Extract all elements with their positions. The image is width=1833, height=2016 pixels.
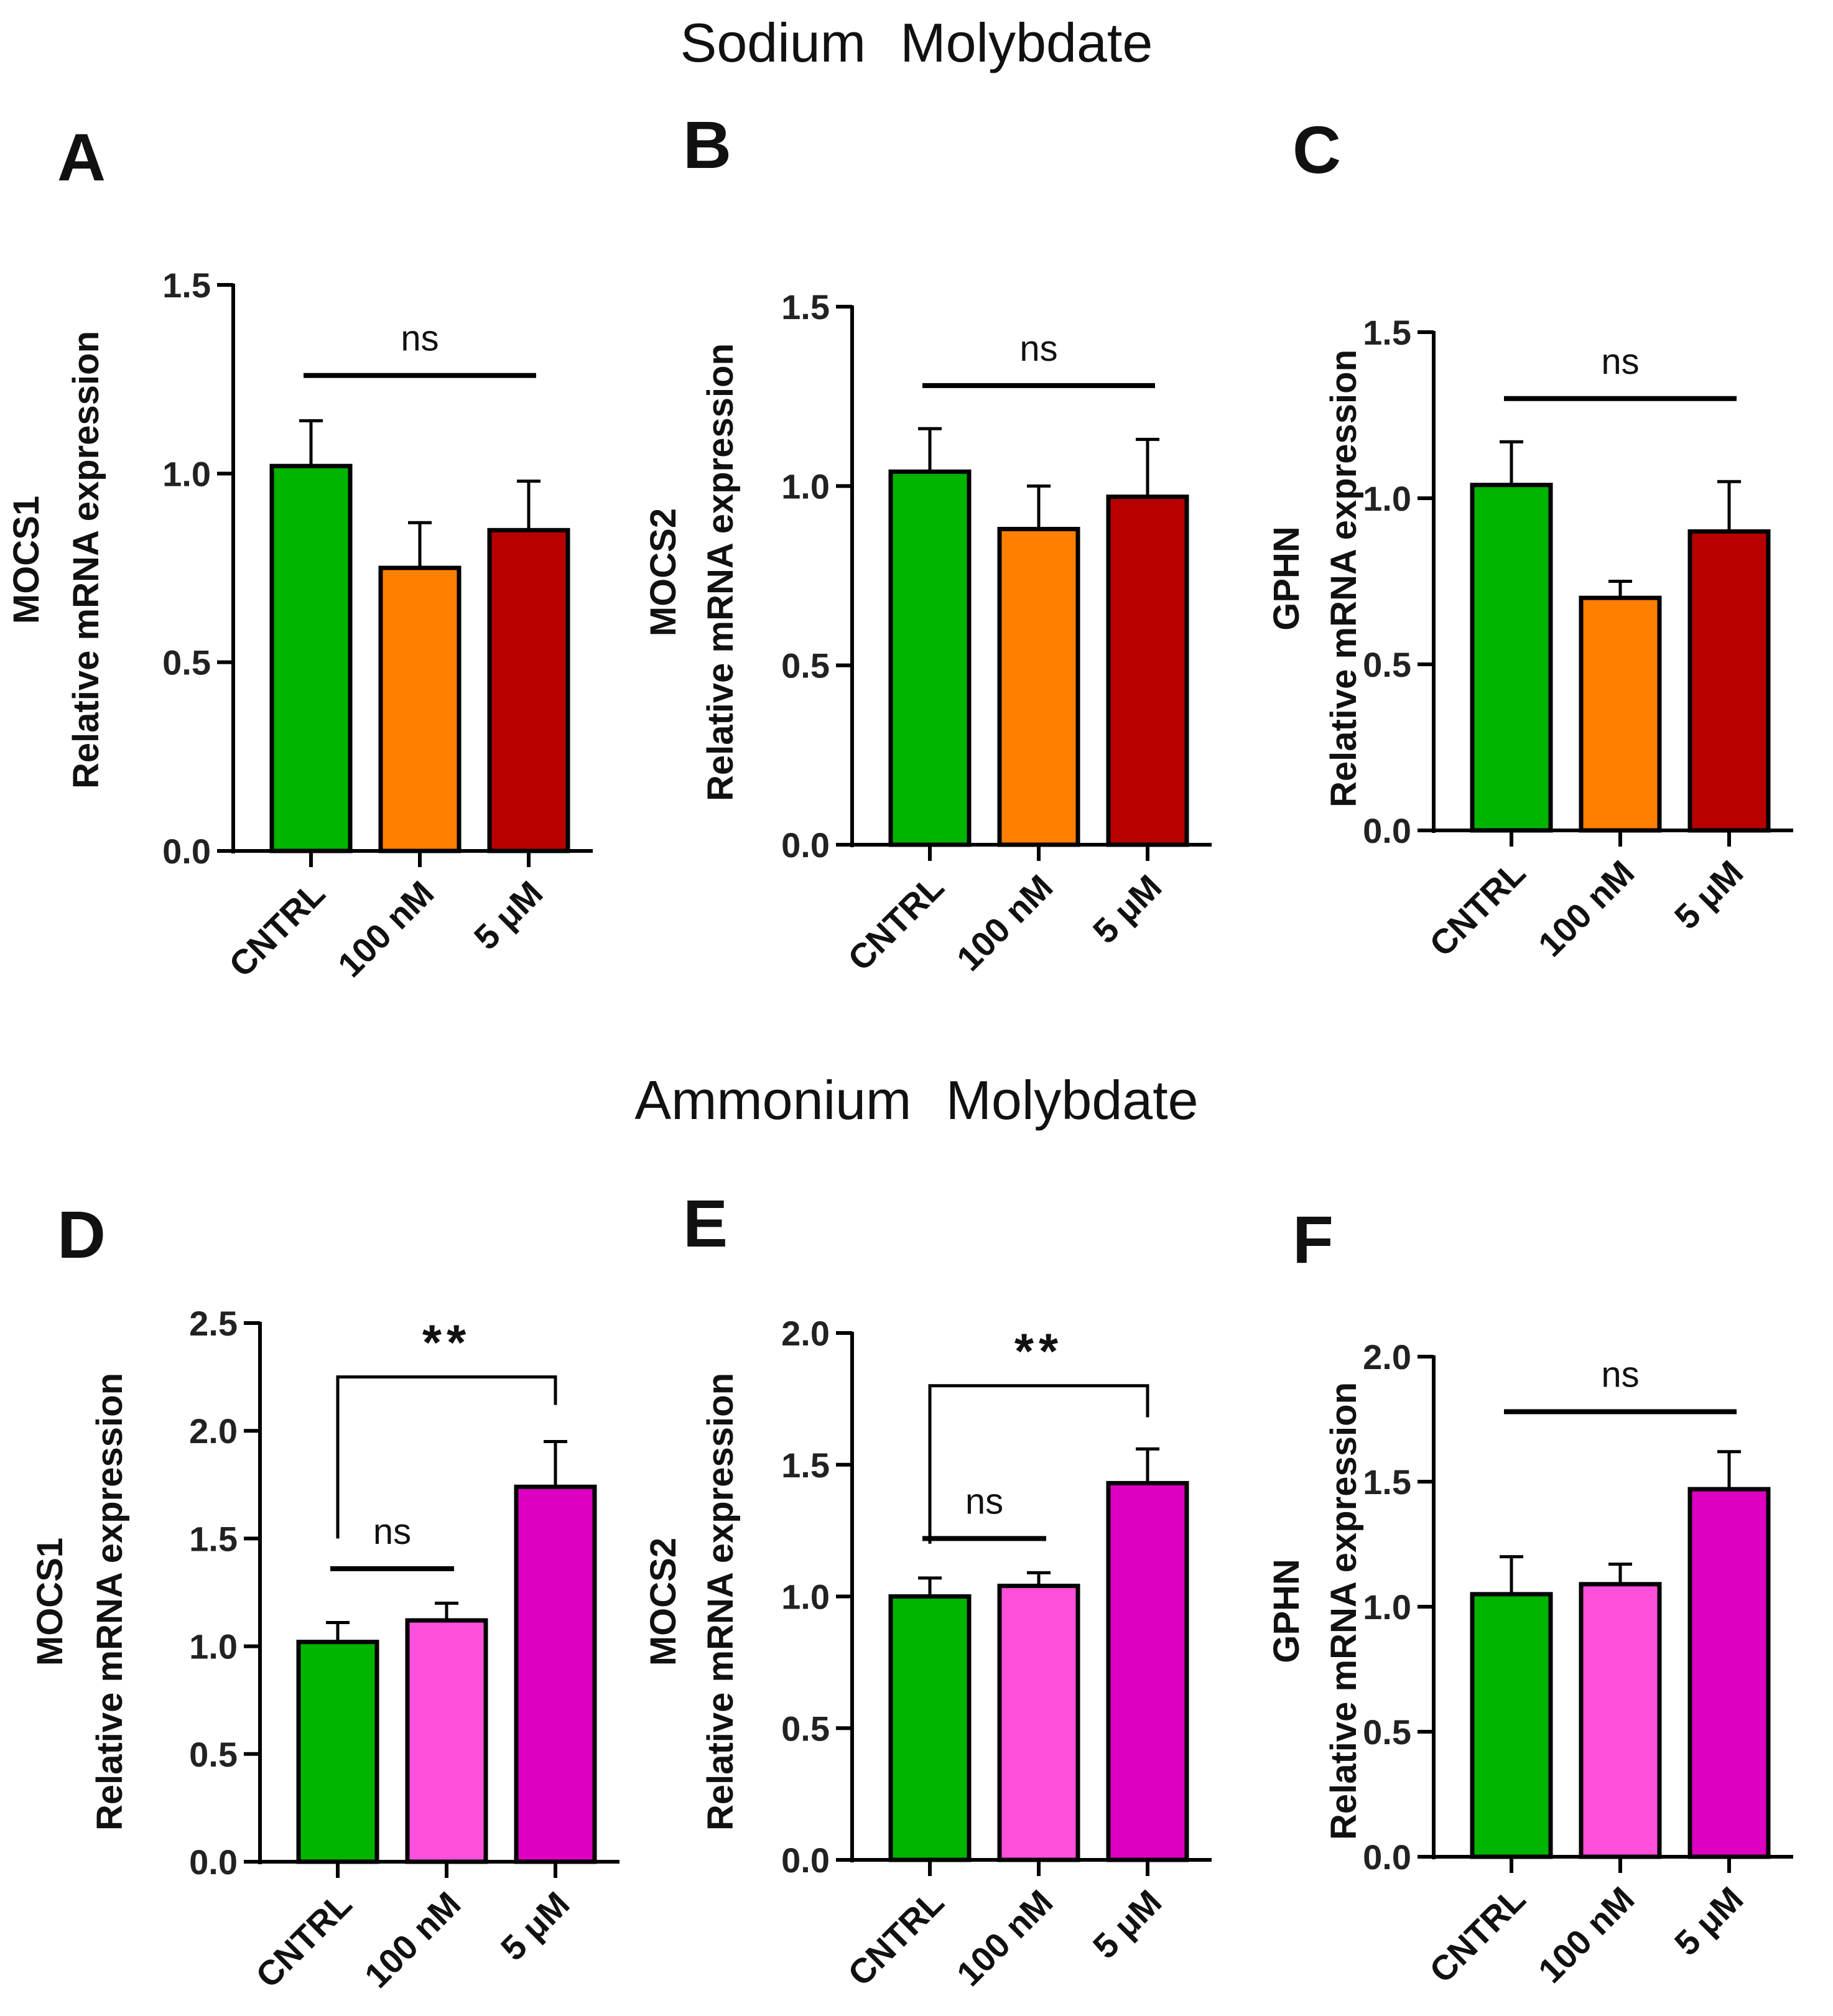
panel-letter-b: B: [683, 107, 731, 182]
panel-d-ytick-label: 1.0: [189, 1627, 238, 1666]
panel-e-xtick-label: 100 nM: [949, 1882, 1060, 1994]
panel-b-ylabel: Relative mRNA expression: [700, 343, 741, 801]
panel-a-xtick-label: 100 nM: [330, 873, 442, 985]
panel-b-gene-label: MOCS2: [643, 508, 684, 636]
panel-d-gene-label: MOCS1: [30, 1538, 70, 1666]
panel-a-xtick-label: CNTRL: [221, 873, 333, 985]
panel-a-ytick-label: 0.5: [162, 643, 211, 682]
panel-c-ytick-label: 0.5: [1363, 645, 1411, 684]
panel-c-ytick-label: 1.5: [1363, 313, 1411, 352]
panel-d-bar-0: [296, 1640, 379, 1864]
panel-b-xtick-label: 5 μM: [1085, 867, 1169, 951]
section-title-sodium: Sodium Molybdate: [680, 12, 1153, 73]
panel-letter-c: C: [1292, 112, 1341, 187]
panel-d-ylabel: Relative mRNA expression: [90, 1373, 130, 1831]
panel-e-ytick-label: 0.0: [781, 1841, 830, 1880]
panel-f-ytick-label: 2.0: [1363, 1337, 1411, 1377]
panel-e-bar-0: [888, 1594, 972, 1862]
panel-b-ytick-label: 1.0: [781, 467, 830, 506]
panel-d-xtick-label: CNTRL: [248, 1884, 360, 1995]
panel-d-ytick-label: 1.5: [189, 1519, 238, 1558]
panel-c-ytick-label: 1.0: [1363, 479, 1411, 518]
panel-d-xtick-label: 100 nM: [357, 1884, 468, 1995]
panel-c-ytick-label: 0.0: [1363, 811, 1411, 850]
panel-d-ytick-label: 0.0: [189, 1842, 238, 1882]
panel-e-ylabel: Relative mRNA expression: [700, 1373, 741, 1831]
panel-e-sig-label: ns: [965, 1481, 1003, 1521]
panel-f-bar-2: [1687, 1487, 1771, 1859]
panel-c-bar-1: [1579, 595, 1662, 833]
panel-letter-e: E: [683, 1186, 728, 1261]
panel-d-sig-label: **: [422, 1315, 471, 1370]
panel-b-ytick-label: 1.5: [781, 287, 830, 327]
panel-e-ytick-label: 1.0: [781, 1577, 830, 1617]
panel-d-bar-1: [405, 1618, 488, 1864]
panel-f-bar-1: [1579, 1582, 1662, 1859]
panel-d-ytick-label: 2.5: [189, 1304, 238, 1343]
panel-letter-d: D: [57, 1197, 106, 1272]
panel-c-sig-label: ns: [1601, 341, 1639, 382]
panel-c-xtick-label: 100 nM: [1531, 853, 1642, 964]
panel-f-bar-0: [1470, 1592, 1553, 1859]
panel-a-bar-2: [487, 527, 570, 853]
panel-a-bar-1: [378, 565, 462, 853]
panel-f-ytick-label: 1.0: [1363, 1587, 1411, 1627]
panel-a-ytick-label: 1.0: [162, 454, 211, 493]
panel-f-ytick-label: 1.5: [1363, 1462, 1411, 1502]
panel-c-gene-label: GPHN: [1266, 526, 1307, 631]
panel-e-sig-bracket: [928, 1384, 1149, 1544]
panel-b-ytick-label: 0.0: [781, 825, 830, 865]
panel-b-ytick-label: 0.5: [781, 646, 830, 685]
panel-f-sig-label: ns: [1601, 1354, 1639, 1395]
panel-a-gene-label: MOCS1: [6, 496, 47, 624]
panel-b-xtick-label: CNTRL: [840, 867, 952, 978]
panel-c-bar-2: [1687, 529, 1771, 833]
panel-b-bar-0: [888, 469, 972, 847]
panel-b-bar-1: [997, 527, 1080, 847]
panel-d-ytick-label: 2.0: [189, 1411, 238, 1451]
panel-f-gene-label: GPHN: [1266, 1559, 1307, 1663]
panel-a-ytick-label: 0.0: [162, 832, 211, 871]
panel-a-ylabel: Relative mRNA expression: [66, 331, 106, 789]
panel-d-sig-bracket: [336, 1375, 557, 1539]
panel-f-ylabel: Relative mRNA expression: [1324, 1382, 1364, 1840]
panel-letter-f: F: [1292, 1202, 1334, 1277]
panel-e-ytick-label: 0.5: [781, 1709, 830, 1748]
panel-a-xtick-label: 5 μM: [466, 873, 550, 957]
panel-c-xtick-label: 5 μM: [1667, 853, 1751, 937]
panel-b-bar-2: [1106, 495, 1189, 847]
panel-e-xtick-label: 5 μM: [1085, 1882, 1169, 1966]
section-title-ammonium: Ammonium Molybdate: [634, 1069, 1199, 1131]
panel-a-sig-label: ns: [401, 318, 439, 359]
panel-d-bar-2: [514, 1484, 597, 1864]
panel-f-ytick-label: 0.5: [1363, 1712, 1411, 1752]
panel-e-gene-label: MOCS2: [643, 1538, 684, 1666]
panel-c-bar-0: [1470, 483, 1553, 833]
panel-d-xtick-label: 5 μM: [493, 1884, 577, 1968]
panel-e-bar-2: [1106, 1480, 1189, 1862]
panel-d-ytick-label: 0.5: [189, 1735, 238, 1774]
panel-e-xtick-label: CNTRL: [840, 1882, 952, 1994]
panel-b-sig-label: ns: [1019, 328, 1057, 369]
panel-e-ytick-label: 2.0: [781, 1314, 830, 1353]
panel-c-xtick-label: CNTRL: [1422, 853, 1533, 964]
panel-a-ytick-label: 1.5: [162, 266, 211, 305]
panel-letter-a: A: [57, 119, 106, 195]
panel-e-bar-1: [997, 1584, 1080, 1862]
panel-e-sig-label: **: [1014, 1324, 1063, 1379]
panel-f-xtick-label: 100 nM: [1531, 1879, 1642, 1990]
panel-f-ytick-label: 0.0: [1363, 1837, 1411, 1877]
panel-c-ylabel: Relative mRNA expression: [1324, 350, 1364, 807]
panel-e-ytick-label: 1.5: [781, 1446, 830, 1485]
panel-d-sig-label: ns: [373, 1512, 411, 1552]
panel-f-xtick-label: CNTRL: [1422, 1879, 1533, 1990]
panel-b-xtick-label: 100 nM: [949, 867, 1060, 978]
panel-f-xtick-label: 5 μM: [1667, 1879, 1751, 1963]
panel-a-bar-0: [269, 463, 353, 853]
